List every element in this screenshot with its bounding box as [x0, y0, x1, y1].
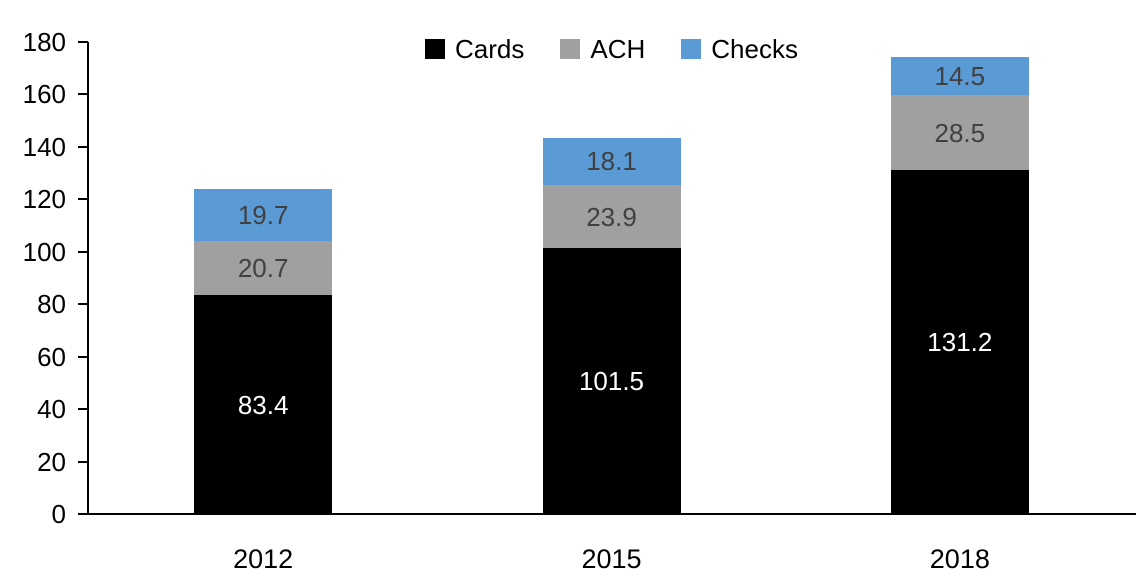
data-label: 28.5	[934, 117, 986, 148]
data-label: 131.2	[927, 326, 993, 357]
x-axis-label: 2015	[581, 544, 642, 574]
y-axis-tick-mark	[78, 250, 88, 253]
bar-segment-ach-2015: 23.9	[542, 185, 681, 248]
y-axis-tick-label: 100	[22, 236, 66, 267]
legend-label: Cards	[455, 34, 525, 64]
y-axis-tick-label: 0	[51, 499, 66, 529]
y-axis-tick-mark	[78, 145, 88, 148]
data-label: 23.9	[586, 201, 637, 232]
bar-segment-cards-2012: 83.4	[194, 295, 333, 514]
legend-swatch-icon	[681, 39, 702, 59]
legend-item-ach: ACH	[560, 36, 645, 62]
data-label: 20.7	[237, 253, 289, 284]
data-label: 101.5	[578, 365, 645, 396]
y-axis-tick-label: 80	[37, 289, 66, 320]
y-axis-tick-mark	[78, 303, 88, 306]
y-axis-tick-label: 140	[22, 131, 66, 162]
y-axis-line	[87, 42, 89, 515]
legend-swatch-icon	[560, 39, 581, 59]
bar-segment-ach-2018: 28.5	[890, 95, 1029, 170]
y-axis-tick-mark	[78, 355, 88, 358]
data-label: 18.1	[586, 146, 637, 177]
y-axis-tick-mark	[78, 198, 88, 201]
data-label: 14.5	[934, 61, 986, 92]
y-axis-tick-mark	[78, 513, 88, 515]
bar-segment-ach-2012: 20.7	[194, 241, 333, 296]
bar-segment-checks-2015: 18.1	[542, 137, 681, 186]
y-axis-tick-label: 180	[22, 27, 66, 57]
bar-segment-cards-2015: 101.5	[542, 247, 681, 514]
legend-item-cards: Cards	[425, 36, 524, 62]
y-axis-tick-mark	[78, 41, 88, 43]
x-axis-label: 2018	[929, 544, 990, 574]
plot-area: 83.4 20.7 19.7 101.5 23.9 18.1 131.2 28.5 14.5	[89, 42, 1134, 514]
y-axis-tick-mark	[78, 408, 88, 411]
data-label: 19.7	[237, 200, 289, 231]
legend-label: ACH	[590, 34, 646, 64]
y-axis-tick-mark	[78, 93, 88, 96]
bar-segment-checks-2018: 14.5	[890, 57, 1029, 96]
y-axis-tick-mark	[78, 460, 88, 463]
y-axis-tick-label: 120	[22, 184, 66, 215]
legend-label: Checks	[711, 34, 798, 64]
y-axis-tick-label: 160	[22, 79, 66, 110]
x-axis-line	[78, 513, 1136, 515]
y-axis-tick-label: 40	[37, 394, 66, 425]
y-axis-tick-label: 20	[37, 446, 66, 477]
legend-item-checks: Checks	[681, 36, 798, 62]
x-axis-label: 2012	[233, 544, 294, 574]
legend-swatch-icon	[425, 39, 446, 59]
bar-segment-checks-2012: 19.7	[194, 189, 333, 242]
data-label: 83.4	[237, 389, 289, 420]
legend: Cards ACH Checks	[89, 34, 1134, 64]
bar-segment-cards-2018: 131.2	[890, 169, 1029, 514]
y-axis-tick-label: 60	[37, 341, 66, 372]
